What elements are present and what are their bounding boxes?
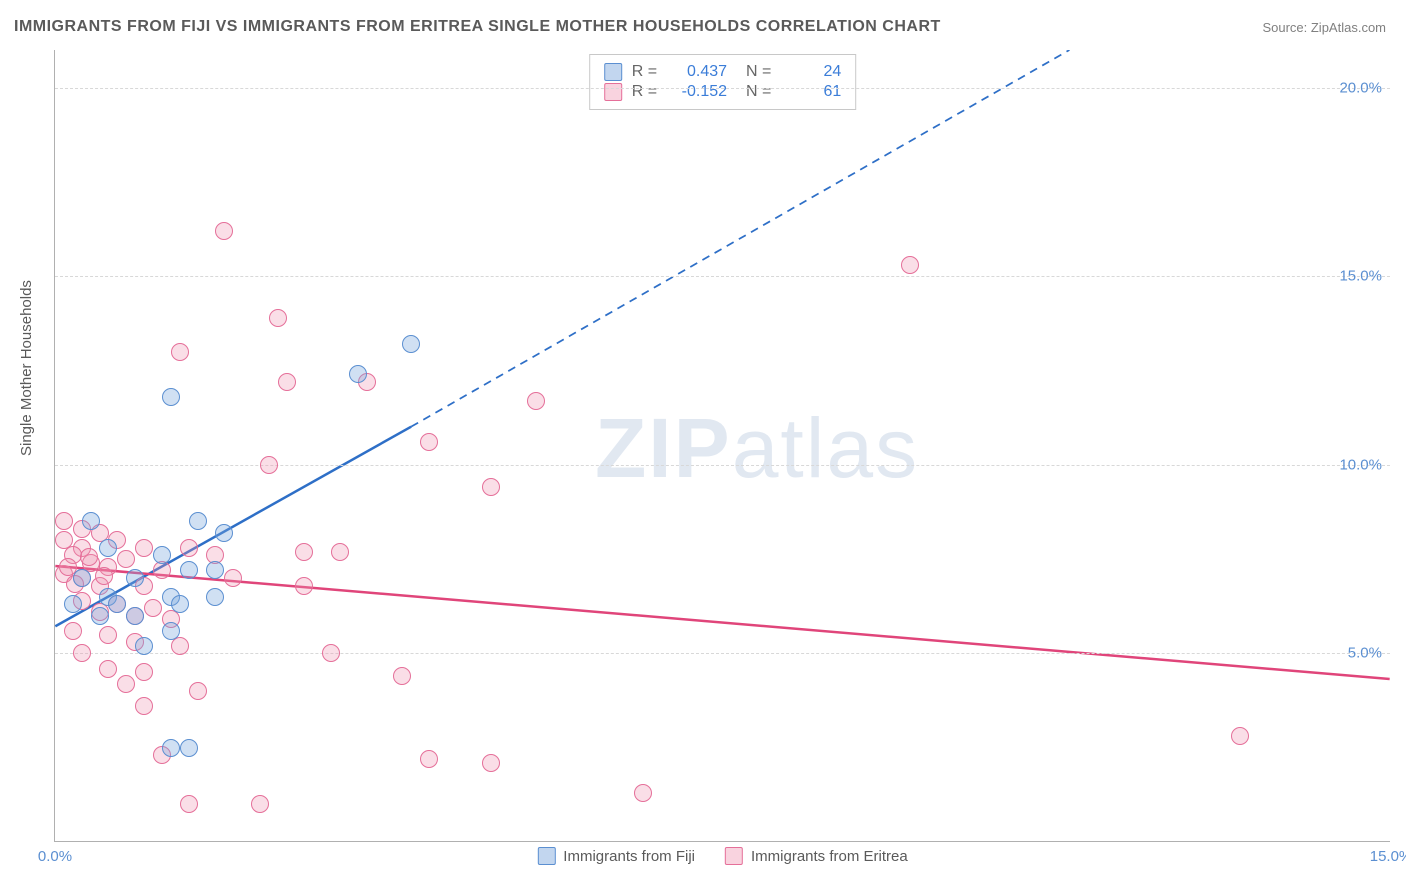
legend-row-fiji: R = 0.437 N = 24 <box>604 63 842 81</box>
data-point <box>402 335 420 353</box>
gridline <box>55 465 1390 466</box>
data-point <box>215 222 233 240</box>
data-point <box>117 550 135 568</box>
gridline <box>55 276 1390 277</box>
data-point <box>482 754 500 772</box>
data-point <box>171 343 189 361</box>
data-point <box>180 795 198 813</box>
watermark-bold: ZIP <box>595 401 732 495</box>
data-point <box>420 433 438 451</box>
data-point <box>189 512 207 530</box>
data-point <box>224 569 242 587</box>
data-point <box>135 697 153 715</box>
watermark: ZIPatlas <box>595 400 919 497</box>
data-point <box>180 739 198 757</box>
data-point <box>126 569 144 587</box>
r-value-fiji: 0.437 <box>667 63 727 81</box>
data-point <box>153 546 171 564</box>
data-point <box>108 595 126 613</box>
data-point <box>527 392 545 410</box>
data-point <box>278 373 296 391</box>
r-value-eritrea: -0.152 <box>667 83 727 101</box>
legend-label-eritrea: Immigrants from Eritrea <box>751 848 908 865</box>
data-point <box>322 644 340 662</box>
data-point <box>189 682 207 700</box>
n-value-fiji: 24 <box>781 63 841 81</box>
n-label: N = <box>737 63 771 81</box>
ytick-label: 20.0% <box>1339 79 1382 96</box>
data-point <box>251 795 269 813</box>
xtick-label: 15.0% <box>1370 848 1406 865</box>
source-attribution: Source: ZipAtlas.com <box>1262 20 1386 35</box>
ytick-label: 15.0% <box>1339 268 1382 285</box>
data-point <box>180 539 198 557</box>
trendline-solid <box>55 566 1389 679</box>
data-point <box>135 663 153 681</box>
r-label: R = <box>632 63 657 81</box>
gridline <box>55 653 1390 654</box>
gridline <box>55 88 1390 89</box>
data-point <box>73 569 91 587</box>
data-point <box>55 512 73 530</box>
data-point <box>162 739 180 757</box>
data-point <box>117 675 135 693</box>
data-point <box>215 524 233 542</box>
data-point <box>349 365 367 383</box>
data-point <box>634 784 652 802</box>
data-point <box>269 309 287 327</box>
data-point <box>73 644 91 662</box>
data-point <box>91 607 109 625</box>
data-point <box>206 588 224 606</box>
data-point <box>901 256 919 274</box>
data-point <box>64 622 82 640</box>
r-label: R = <box>632 83 657 101</box>
data-point <box>99 539 117 557</box>
legend-item-eritrea: Immigrants from Eritrea <box>725 847 908 865</box>
legend-row-eritrea: R = -0.152 N = 61 <box>604 83 842 101</box>
swatch-fiji-icon <box>537 847 555 865</box>
correlation-legend: R = 0.437 N = 24 R = -0.152 N = 61 <box>589 54 857 110</box>
swatch-eritrea-icon <box>725 847 743 865</box>
data-point <box>295 543 313 561</box>
data-point <box>144 599 162 617</box>
ytick-label: 10.0% <box>1339 456 1382 473</box>
data-point <box>64 595 82 613</box>
xtick-label: 0.0% <box>38 848 72 865</box>
data-point <box>126 607 144 625</box>
trendlines-svg <box>55 50 1390 841</box>
data-point <box>171 595 189 613</box>
series-legend: Immigrants from Fiji Immigrants from Eri… <box>537 847 907 865</box>
data-point <box>95 567 113 585</box>
data-point <box>82 512 100 530</box>
data-point <box>180 561 198 579</box>
swatch-fiji-icon <box>604 63 622 81</box>
data-point <box>135 539 153 557</box>
legend-item-fiji: Immigrants from Fiji <box>537 847 695 865</box>
y-axis-label: Single Mother Households <box>18 280 35 456</box>
data-point <box>260 456 278 474</box>
data-point <box>171 637 189 655</box>
data-point <box>331 543 349 561</box>
chart-title: IMMIGRANTS FROM FIJI VS IMMIGRANTS FROM … <box>14 18 941 36</box>
data-point <box>162 622 180 640</box>
data-point <box>295 577 313 595</box>
data-point <box>162 388 180 406</box>
plot-area: ZIPatlas R = 0.437 N = 24 R = -0.152 N =… <box>54 50 1390 842</box>
ytick-label: 5.0% <box>1348 645 1382 662</box>
data-point <box>420 750 438 768</box>
legend-label-fiji: Immigrants from Fiji <box>563 848 695 865</box>
swatch-eritrea-icon <box>604 83 622 101</box>
watermark-light: atlas <box>732 401 919 495</box>
data-point <box>99 660 117 678</box>
data-point <box>99 626 117 644</box>
data-point <box>1231 727 1249 745</box>
n-value-eritrea: 61 <box>781 83 841 101</box>
data-point <box>135 637 153 655</box>
data-point <box>80 548 98 566</box>
data-point <box>482 478 500 496</box>
data-point <box>206 561 224 579</box>
n-label: N = <box>737 83 771 101</box>
data-point <box>393 667 411 685</box>
